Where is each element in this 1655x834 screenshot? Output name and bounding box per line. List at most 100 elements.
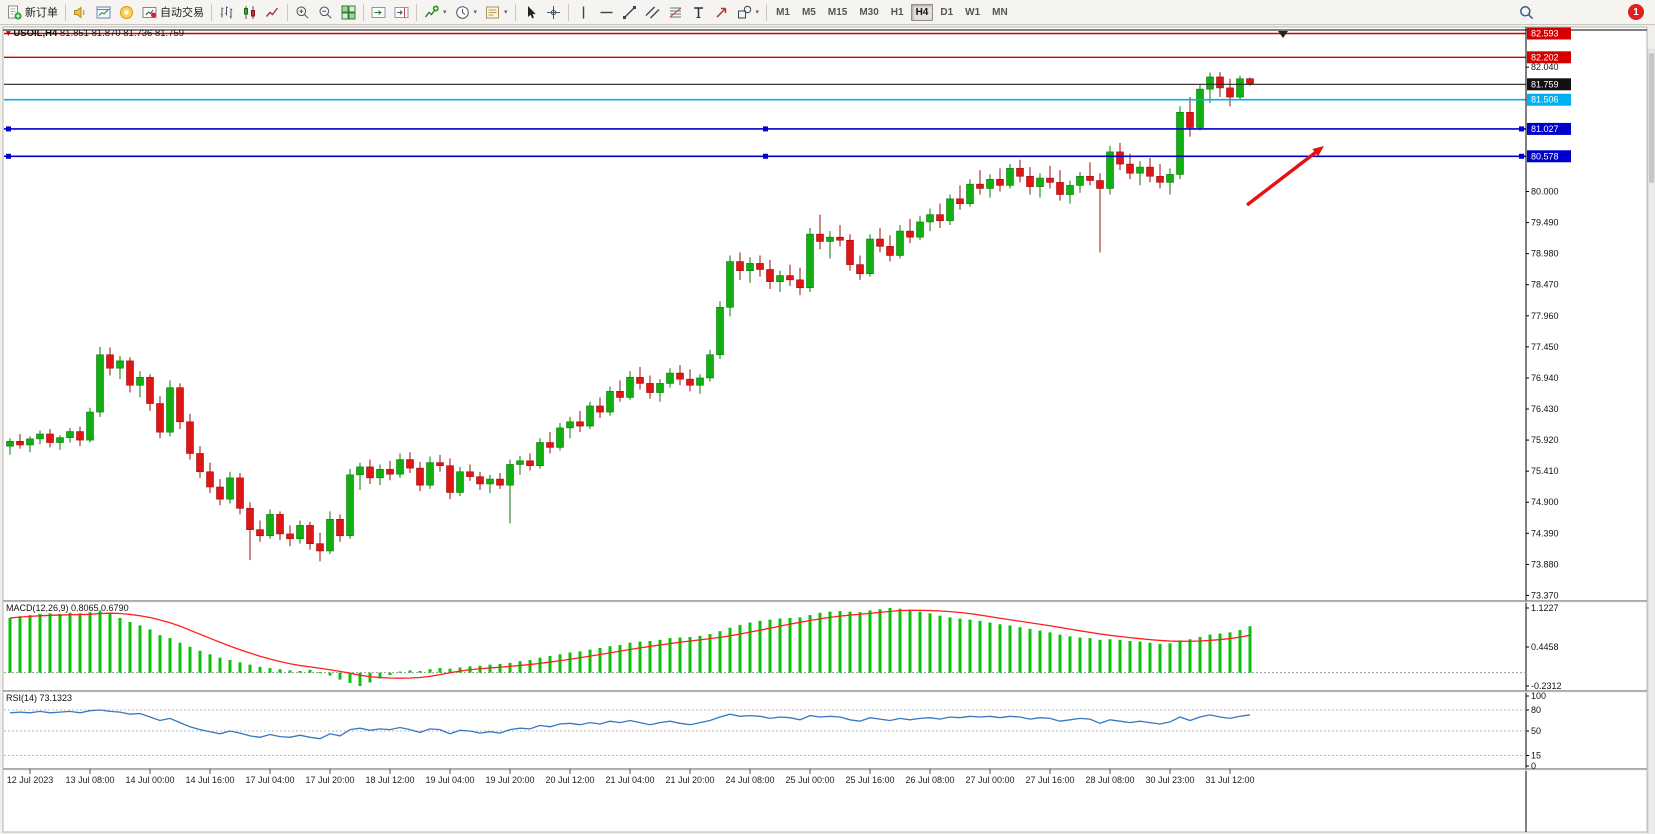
- charts-window-button[interactable]: [92, 2, 115, 23]
- candle-body: [446, 465, 454, 493]
- toolbar-right: 1: [1515, 2, 1652, 23]
- macd-bar: [1148, 642, 1152, 673]
- candle-body: [996, 179, 1004, 186]
- auto-scroll-button[interactable]: [367, 2, 390, 23]
- chart-shift-button[interactable]: [390, 2, 413, 23]
- time-axis-label: 21 Jul 04:00: [605, 775, 654, 785]
- chart-canvas[interactable]: 82.040 80.000 79.490 78.980 78.470 77.960 77.4…: [0, 25, 1655, 834]
- candle-body: [766, 269, 774, 282]
- macd-bar: [908, 609, 912, 673]
- macd-bar: [1018, 627, 1022, 673]
- candle-body: [876, 238, 884, 247]
- timeframe-d1-button[interactable]: D1: [940, 6, 954, 18]
- candle-body: [1086, 175, 1094, 181]
- price-axis-label: 76.430: [1531, 404, 1559, 414]
- macd-bar: [378, 672, 382, 679]
- timeframe-m30-button[interactable]: M30: [859, 6, 879, 18]
- timeframe-m15-button[interactable]: M15: [827, 6, 848, 18]
- macd-bar: [928, 613, 932, 673]
- indicators-button[interactable]: ▾: [420, 2, 451, 23]
- timeframe-m5-button[interactable]: M5: [801, 6, 816, 18]
- chevron-down-icon: ▾: [473, 9, 478, 16]
- crosshair-button[interactable]: [542, 2, 565, 23]
- line-handle[interactable]: [763, 153, 768, 159]
- arrow-annotation[interactable]: [1245, 148, 1320, 207]
- templates-button[interactable]: ▾: [481, 2, 512, 23]
- candle-body: [386, 469, 394, 475]
- macd-bar: [88, 612, 92, 673]
- candle-body: [396, 459, 404, 475]
- community-button[interactable]: [115, 2, 138, 23]
- hline-icon: [600, 11, 613, 13]
- macd-bar: [28, 615, 32, 673]
- tile-windows-button[interactable]: [337, 2, 360, 23]
- zoom-out-button[interactable]: [314, 2, 337, 23]
- macd-bar: [548, 655, 552, 673]
- bar-chart-button[interactable]: [215, 2, 238, 23]
- macd-bar: [898, 608, 902, 673]
- rsi-axis-label: 100: [1531, 691, 1546, 701]
- arrow-head[interactable]: [1312, 146, 1324, 157]
- candle-body: [476, 476, 484, 485]
- horizontal-line-button[interactable]: [595, 2, 618, 23]
- macd-bar: [958, 618, 962, 673]
- vertical-scrollbar-thumb[interactable]: [1649, 53, 1654, 183]
- macd-bar: [78, 613, 82, 673]
- text-button[interactable]: [687, 2, 710, 23]
- candle-chart-button[interactable]: [238, 2, 261, 23]
- shapes-button[interactable]: ▾: [733, 2, 764, 23]
- candle-body: [76, 431, 84, 441]
- alerts-sound-button[interactable]: [69, 2, 92, 23]
- macd-bar: [638, 641, 642, 673]
- macd-bar: [138, 625, 142, 673]
- vertical-scrollbar-track[interactable]: [1647, 49, 1655, 834]
- macd-bar: [678, 637, 682, 673]
- channel-button[interactable]: [641, 2, 664, 23]
- price-axis-label: 78.470: [1531, 280, 1559, 290]
- line-chart-button[interactable]: [261, 2, 284, 23]
- macd-bar: [428, 669, 432, 673]
- autotrading-button[interactable]: 自动交易: [138, 2, 208, 23]
- line-handle[interactable]: [1519, 153, 1524, 159]
- search-button[interactable]: [1515, 2, 1538, 23]
- zoom-in-button[interactable]: [291, 2, 314, 23]
- cursor-button[interactable]: [519, 2, 542, 23]
- timeframe-mn-button[interactable]: MN: [992, 6, 1008, 18]
- arrows-button[interactable]: [710, 2, 733, 23]
- macd-bar: [998, 624, 1002, 673]
- line-handle[interactable]: [763, 126, 768, 132]
- price-axis-label: 75.410: [1531, 466, 1559, 476]
- notification-badge[interactable]: 1: [1628, 4, 1644, 20]
- candle-body: [836, 236, 844, 241]
- timeframe-w1-button[interactable]: W1: [965, 6, 981, 18]
- timeframe-h4-button[interactable]: H4: [910, 3, 934, 21]
- candle-body: [146, 377, 154, 404]
- toolbar-separator: [766, 3, 768, 21]
- macd-bar: [208, 654, 212, 673]
- line-handle[interactable]: [6, 153, 11, 159]
- vertical-line-button[interactable]: [572, 2, 595, 23]
- toolbar-separator: [416, 3, 417, 21]
- trendline-button[interactable]: [618, 2, 641, 23]
- macd-bar: [1028, 628, 1032, 673]
- macd-bar: [408, 670, 412, 673]
- time-axis-label: 21 Jul 20:00: [665, 775, 714, 785]
- periods-icon: [455, 5, 469, 19]
- periods-button[interactable]: ▾: [451, 2, 482, 23]
- line-handle[interactable]: [6, 126, 11, 132]
- sound-icon: [74, 6, 85, 18]
- timeframe-m1-button[interactable]: M1: [776, 6, 790, 18]
- candle-body: [406, 459, 414, 469]
- macd-bar: [938, 615, 942, 673]
- macd-bar: [508, 662, 512, 673]
- time-axis-label: 19 Jul 04:00: [425, 775, 474, 785]
- line-handle[interactable]: [1519, 126, 1524, 132]
- candle-body: [626, 377, 634, 398]
- macd-bar: [728, 627, 732, 673]
- macd-bar: [608, 646, 612, 673]
- fibonacci-button[interactable]: [664, 2, 687, 23]
- candle-body: [206, 471, 214, 488]
- price-axis-label: 77.960: [1531, 311, 1559, 321]
- timeframe-h1-button[interactable]: H1: [890, 6, 904, 18]
- new-order-button[interactable]: 新订单: [3, 2, 62, 23]
